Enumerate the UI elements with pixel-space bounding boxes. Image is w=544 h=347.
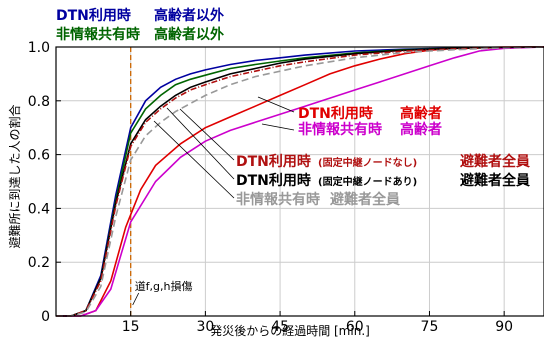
annotation-sublabel: (固定中継ノードあり) xyxy=(318,175,417,188)
legend-label-group: 高齢者以外 xyxy=(154,26,224,43)
x-tick-label: 45 xyxy=(271,319,289,335)
x-tick-label: 90 xyxy=(495,319,513,335)
x-axis-title: 発災後からの経過時間 [min.] xyxy=(210,324,370,338)
series-line xyxy=(56,46,544,317)
y-tick-label: 0 xyxy=(41,309,50,325)
legend-label: 非情報共有時 xyxy=(56,26,140,43)
annotation-label: DTN利用時 xyxy=(236,172,311,189)
annotation-group-label: 避難者全員 xyxy=(330,191,400,208)
annotation-group-label: 避難者全員 xyxy=(460,153,530,170)
damage-marker-leader xyxy=(132,292,140,306)
annotation-label: 非情報共有時 xyxy=(236,191,320,208)
x-tick-label: 30 xyxy=(196,319,214,335)
x-tick-label: 60 xyxy=(346,319,364,335)
legend-label: DTN利用時 xyxy=(56,7,131,24)
annotation-leader xyxy=(257,96,295,113)
x-tick-label: 15 xyxy=(122,319,140,335)
annotation-group-label: 高齢者 xyxy=(400,105,442,122)
y-axis-title: 避難所に到達した人の割合 xyxy=(7,104,22,248)
legend-label-group: 高齢者以外 xyxy=(154,7,224,24)
annotation-leader xyxy=(153,120,235,199)
y-tick-label: 1.0 xyxy=(28,40,50,56)
annotation-group-label: 避難者全員 xyxy=(460,172,530,189)
y-tick-label: 0.2 xyxy=(28,255,50,271)
annotation-label: 非情報共有時 xyxy=(298,121,382,138)
x-tick-label: 75 xyxy=(421,319,439,335)
damage-marker-label: 道f,g,h損傷 xyxy=(135,279,193,293)
series-line xyxy=(56,46,544,317)
ticks xyxy=(56,46,505,317)
plot-frame xyxy=(55,46,544,317)
annotation-label: DTN利用時 xyxy=(236,153,311,170)
annotation-label: DTN利用時 xyxy=(298,105,373,122)
y-tick-label: 0.6 xyxy=(28,148,50,164)
annotation-sublabel: (固定中継ノードなし) xyxy=(318,156,417,169)
annotation-leader xyxy=(261,123,295,131)
annotation-group-label: 高齢者 xyxy=(400,121,442,138)
annotation-leader xyxy=(166,107,235,180)
y-tick-label: 0.8 xyxy=(28,94,50,110)
labels: 15 30 45 60 75 90 0 0.2 0.4 0.6 0.8 1.0 発災後からの経過時間 [… xyxy=(7,40,513,338)
annotation-leader xyxy=(179,108,235,161)
grid xyxy=(56,47,544,316)
y-tick-label: 0.4 xyxy=(28,201,50,217)
series-line xyxy=(56,46,544,317)
